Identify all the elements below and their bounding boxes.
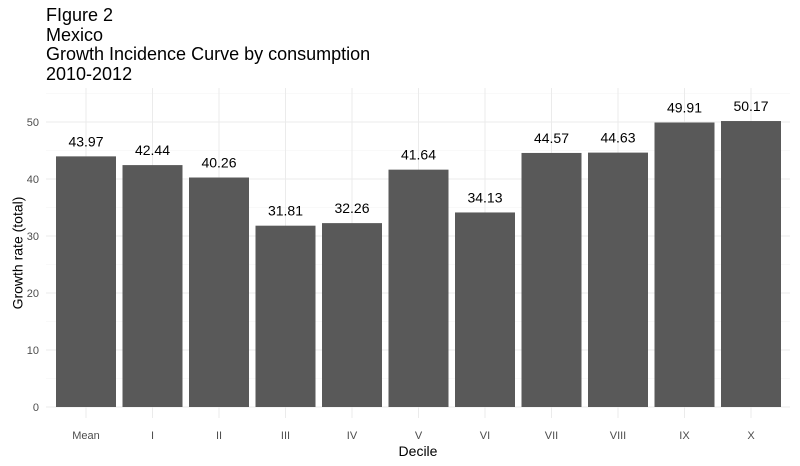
bar — [255, 225, 316, 407]
data-label: 49.91 — [667, 100, 702, 116]
data-labels: 43.97 42.44 40.26 31.81 32.26 41.64 34.13 44.57… — [68, 98, 768, 219]
data-label: 32.26 — [334, 200, 369, 216]
y-tick-label: 40 — [27, 174, 39, 186]
bar — [122, 165, 183, 407]
x-axis-ticks: Mean I II III IV V VI VII VIII IX X — [72, 430, 755, 442]
bar — [721, 121, 781, 407]
x-tick-label: X — [747, 430, 755, 442]
bar — [189, 177, 249, 407]
y-tick-label: 20 — [27, 288, 39, 300]
y-tick-label: 30 — [27, 231, 39, 243]
bar — [521, 152, 582, 407]
data-label: 31.81 — [268, 203, 303, 219]
data-label: 40.26 — [201, 155, 236, 171]
y-axis-title: Growth rate (total) — [10, 197, 26, 310]
x-axis-title: Decile — [399, 443, 438, 459]
data-label: 50.17 — [733, 98, 768, 114]
data-label: 44.63 — [600, 130, 635, 146]
data-label: 42.44 — [135, 142, 170, 158]
bar — [455, 212, 515, 407]
x-tick-label: II — [216, 430, 222, 442]
bar — [388, 169, 449, 407]
bar — [322, 223, 382, 407]
chart-title: FIgure 2 Mexico Growth Incidence Curve b… — [46, 5, 371, 84]
data-label: 44.57 — [534, 130, 569, 146]
x-tick-label: III — [281, 430, 290, 442]
y-axis-ticks: 0 10 20 30 40 50 — [27, 117, 39, 414]
title-line-figure: FIgure 2 — [46, 5, 114, 25]
x-tick-label: VII — [545, 430, 558, 442]
x-tick-label: Mean — [72, 430, 100, 442]
bar — [56, 156, 116, 407]
data-label: 41.64 — [401, 147, 436, 163]
x-tick-label: IV — [347, 430, 358, 442]
title-line-period: 2010-2012 — [46, 63, 133, 84]
bars — [56, 121, 781, 407]
title-line-description: Growth Incidence Curve by consumption — [46, 44, 371, 64]
y-tick-label: 0 — [33, 402, 39, 414]
x-tick-label: VIII — [610, 430, 627, 442]
bar — [654, 122, 715, 407]
data-label: 43.97 — [68, 133, 103, 149]
x-tick-label: I — [151, 430, 154, 442]
data-label: 34.13 — [467, 189, 502, 205]
bar — [588, 152, 648, 407]
y-tick-label: 50 — [27, 117, 39, 129]
y-tick-label: 10 — [27, 345, 39, 357]
title-line-country: Mexico — [46, 24, 104, 45]
x-tick-label: VI — [480, 430, 490, 442]
x-tick-label: V — [415, 430, 423, 442]
x-tick-label: IX — [679, 430, 690, 442]
